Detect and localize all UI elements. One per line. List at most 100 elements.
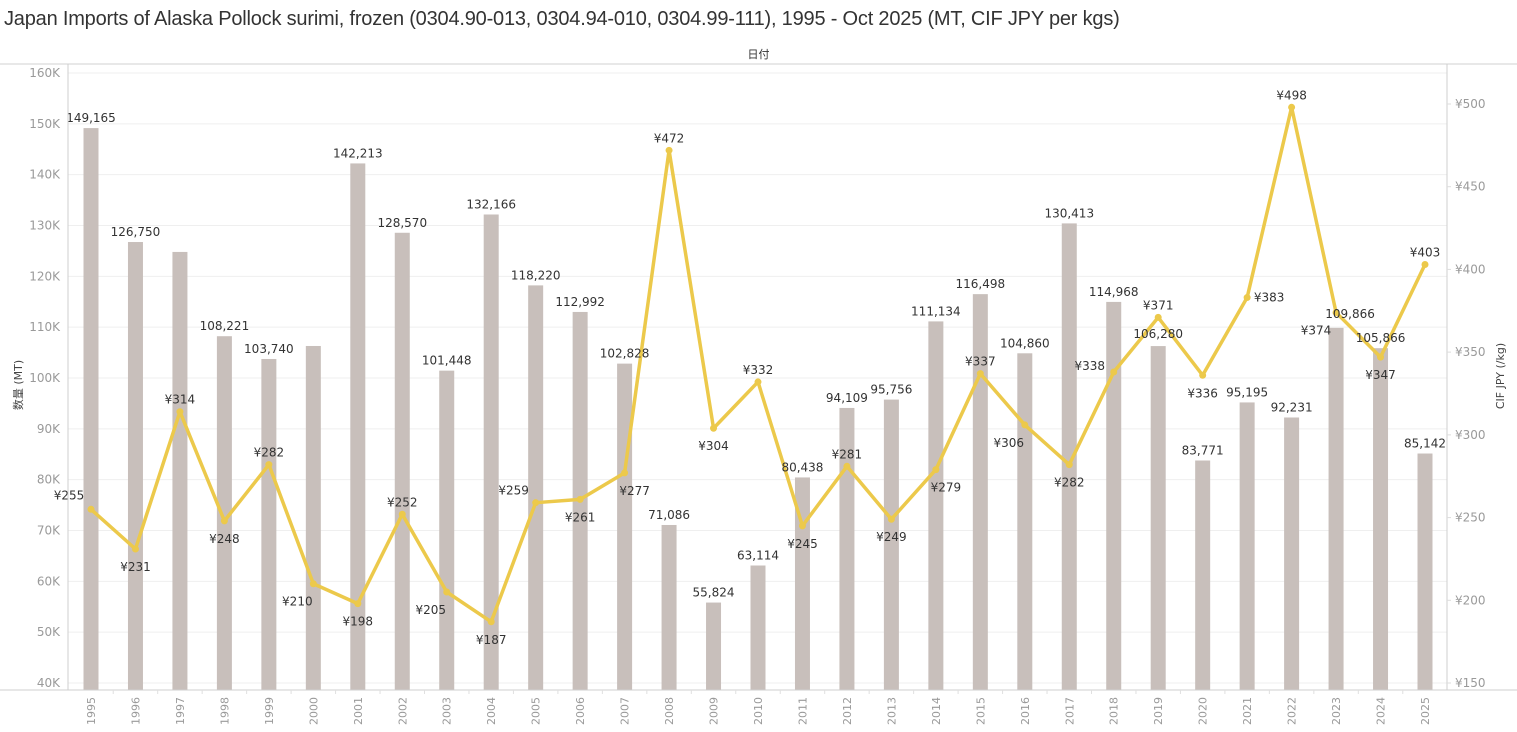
left-tick-label: 140K <box>29 168 61 182</box>
x-tick-label: 2017 <box>1063 697 1076 725</box>
bar <box>617 363 633 690</box>
axes: 40K 50K 60K 70K 80K 90K 100K 110K 120K 130K 140K 15… <box>0 63 1517 725</box>
price-point <box>976 370 984 378</box>
price-point <box>1199 371 1207 379</box>
price-point <box>932 466 940 474</box>
x-tick-label: 2007 <box>619 697 632 725</box>
right-tick-label: ¥300 <box>1455 428 1486 442</box>
bar <box>127 242 143 691</box>
bar-value-label: 104,860 <box>1000 336 1050 350</box>
x-tick-label: 1996 <box>129 697 142 725</box>
x-tick-label: 2016 <box>1019 697 1032 725</box>
bar <box>839 407 855 690</box>
bar <box>661 524 677 690</box>
bar-value-label: 95,756 <box>870 383 912 397</box>
price-point <box>621 469 629 477</box>
bar <box>928 321 944 690</box>
bar-value-label: 111,134 <box>911 304 961 318</box>
bar <box>305 345 321 690</box>
bar-value-label: 108,221 <box>200 319 250 333</box>
bar-value-label: 132,166 <box>466 197 516 211</box>
x-tick-label: 2005 <box>530 697 543 725</box>
price-point <box>265 461 273 469</box>
bar <box>350 163 366 691</box>
x-tick-label: 1998 <box>218 697 231 725</box>
x-tick-label: 2008 <box>663 697 676 725</box>
left-axis-title: 数量 (MT) <box>12 360 25 410</box>
right-tick-label: ¥500 <box>1455 97 1486 111</box>
bar <box>883 399 899 690</box>
right-tick-label: ¥150 <box>1455 676 1486 690</box>
left-tick-label: 40K <box>37 676 61 690</box>
bar <box>216 336 232 690</box>
price-value-label: ¥210 <box>282 595 313 609</box>
x-tick-label: 2004 <box>485 697 498 725</box>
price-point <box>487 618 495 626</box>
line-series <box>87 103 1429 626</box>
price-value-label: ¥248 <box>209 532 240 546</box>
price-point <box>1110 368 1118 376</box>
x-tick-label: 2013 <box>885 697 898 725</box>
x-tick-label: 2023 <box>1330 697 1343 725</box>
price-value-label: ¥255 <box>54 488 85 502</box>
x-tick-label: 2025 <box>1419 697 1432 725</box>
bar <box>1239 402 1255 690</box>
price-point <box>1154 313 1162 321</box>
x-tick-label: 2011 <box>796 697 809 725</box>
left-tick-label: 160K <box>29 66 61 80</box>
price-point <box>176 408 184 416</box>
left-tick-label: 110K <box>29 320 61 334</box>
gridlines <box>68 72 1447 684</box>
left-tick-label: 60K <box>37 574 61 588</box>
x-tick-label: 1995 <box>85 697 98 725</box>
x-tick-label: 1999 <box>263 697 276 725</box>
x-tick-label: 2022 <box>1286 697 1299 725</box>
price-point <box>1332 308 1340 316</box>
bar <box>172 251 188 690</box>
price-value-label: ¥403 <box>1410 245 1441 259</box>
price-point <box>1421 260 1429 268</box>
bar-value-label: 112,992 <box>555 295 605 309</box>
price-point <box>576 495 584 503</box>
price-value-label: ¥281 <box>832 447 863 461</box>
price-point <box>220 517 228 525</box>
left-tick-label: 150K <box>29 117 61 131</box>
bar-value-label: 63,114 <box>737 549 779 563</box>
price-value-label: ¥261 <box>565 510 596 524</box>
bar <box>83 128 99 691</box>
bar <box>1150 346 1166 690</box>
left-tick-label: 100K <box>29 371 61 385</box>
bar-value-label: 109,866 <box>1325 307 1375 321</box>
price-value-label: ¥282 <box>1054 476 1085 490</box>
price-value-label: ¥498 <box>1276 88 1307 102</box>
x-tick-label: 2019 <box>1152 697 1165 725</box>
right-tick-label: ¥400 <box>1455 262 1486 276</box>
price-value-label: ¥282 <box>254 446 285 460</box>
right-tick-label: ¥450 <box>1455 180 1486 194</box>
price-value-label: ¥252 <box>387 495 418 509</box>
x-tick-label: 2001 <box>352 697 365 725</box>
price-point <box>131 545 139 553</box>
bar-value-label: 95,195 <box>1226 385 1268 399</box>
left-tick-label: 70K <box>37 524 61 538</box>
bar-value-label: 103,740 <box>244 342 294 356</box>
price-value-label: ¥245 <box>787 537 818 551</box>
price-point <box>1065 461 1073 469</box>
bar <box>1284 417 1300 690</box>
price-point <box>1021 421 1029 429</box>
bar-value-label: 128,570 <box>377 216 427 230</box>
x-tick-label: 2012 <box>841 697 854 725</box>
price-value-label: ¥336 <box>1187 386 1218 400</box>
bar <box>1417 453 1433 690</box>
price-value-label: ¥249 <box>876 530 907 544</box>
x-tick-label: 2010 <box>752 697 765 725</box>
data-labels: 149,165 126,750 108,221 103,740 142,213 128,5… <box>54 88 1446 646</box>
x-tick-label: 2014 <box>930 697 943 725</box>
price-value-label: ¥259 <box>498 484 529 498</box>
price-value-label: ¥279 <box>931 481 962 495</box>
bar <box>528 285 544 690</box>
bar-value-label: 85,142 <box>1404 437 1446 451</box>
bar <box>1017 353 1033 690</box>
bar <box>439 370 455 690</box>
